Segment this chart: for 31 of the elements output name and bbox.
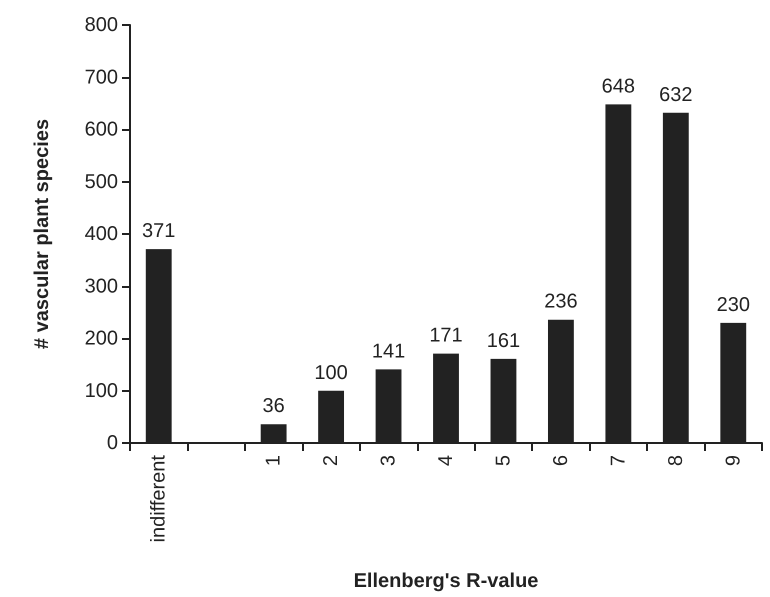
data-label: 371 [142,220,176,242]
x-tick-label: 8 [664,455,687,466]
x-tick-label: 2 [320,455,342,466]
y-axis-title: # vascular plant species [31,118,53,350]
data-label: 230 [716,294,750,316]
data-label: 161 [486,330,520,352]
y-tick-label: 700 [84,66,118,88]
data-label: 236 [544,290,578,313]
x-tick-label: 7 [607,455,630,466]
data-label: 648 [602,75,636,98]
x-tick-label: 1 [262,455,285,466]
data-label: 141 [372,340,406,362]
x-axis-title: Ellenberg's R-value [354,570,538,592]
x-tick-label: 5 [492,455,514,466]
y-tick-label: 600 [84,118,118,140]
data-label: 100 [314,362,348,384]
data-label: 632 [659,84,693,106]
x-tick-label: 6 [550,455,572,466]
x-tick-label: 4 [435,455,457,466]
data-label: 36 [262,395,285,418]
x-tick-label: 9 [722,455,744,466]
y-tick-label: 800 [84,14,118,36]
x-tick-label: indifferent [148,454,170,542]
data-label: 171 [429,324,463,347]
y-tick-label: 200 [84,328,118,350]
y-tick-label: 500 [84,170,118,193]
y-tick-label: 100 [84,380,118,402]
y-tick-label: 300 [84,275,118,298]
x-tick-label: 3 [378,455,400,466]
y-tick-label: 400 [84,223,118,245]
y-tick-label: 0 [106,432,118,454]
